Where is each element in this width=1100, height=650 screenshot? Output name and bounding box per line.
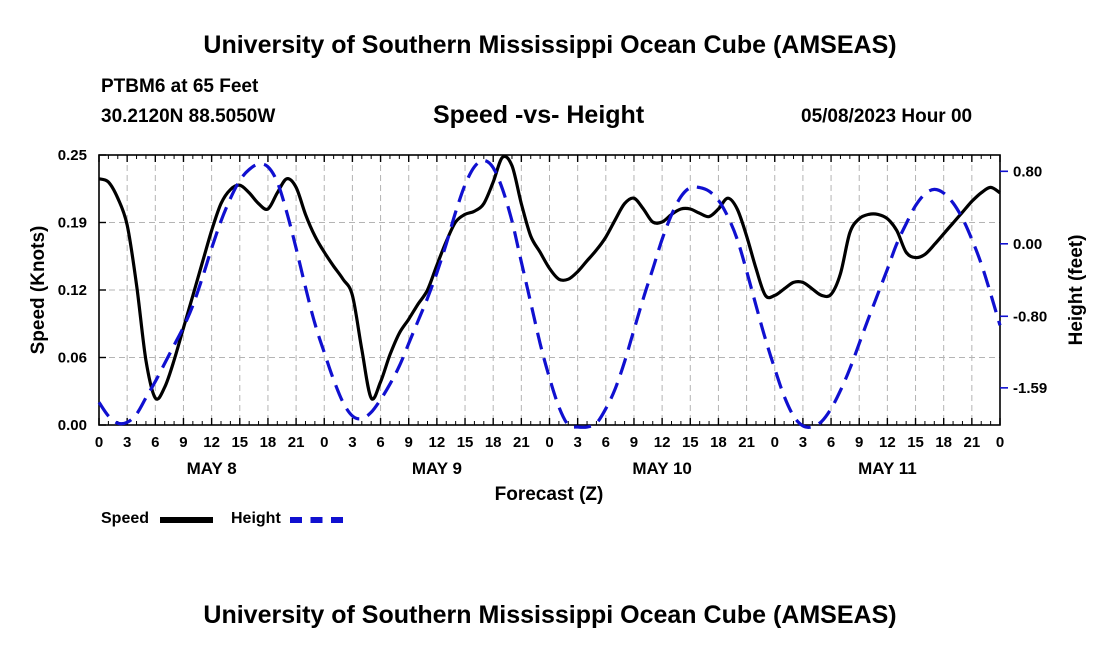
coordinates-label: 30.2120N 88.5050W bbox=[101, 106, 276, 127]
x-tick-label: 18 bbox=[935, 434, 952, 451]
x-tick-label: 6 bbox=[376, 434, 384, 451]
axis-ticks: 0 3 6 9 12 15 18 21 0 3 6 9 12 15 18 21 0 3 6 9 12 15 18 21 0 3 6 9… bbox=[58, 147, 1047, 478]
x-tick-label: 6 bbox=[827, 434, 835, 451]
x-tick-label: 21 bbox=[288, 434, 305, 451]
y2-axis-label: Height (feet) bbox=[1066, 235, 1087, 346]
x-tick-label: 12 bbox=[429, 434, 446, 451]
x-tick-label: 12 bbox=[654, 434, 671, 451]
y2-tick-label: 0.00 bbox=[1013, 236, 1042, 253]
x-tick-label: 6 bbox=[602, 434, 610, 451]
x-tick-label: 0 bbox=[996, 434, 1004, 451]
footer-title: University of Southern Mississippi Ocean… bbox=[203, 601, 897, 629]
x-tick-label: 9 bbox=[855, 434, 863, 451]
speed-series-line bbox=[98, 154, 1001, 401]
x-axis-label: Forecast (Z) bbox=[495, 484, 604, 505]
x-tick-label: 15 bbox=[457, 434, 474, 451]
legend-height-swatch bbox=[290, 517, 343, 523]
height-series-line bbox=[97, 158, 1002, 429]
x-tick-label: 12 bbox=[879, 434, 896, 451]
x-tick-label: 9 bbox=[405, 434, 413, 451]
y-axis-label: Speed (Knots) bbox=[28, 226, 49, 355]
x-tick-label: 9 bbox=[179, 434, 187, 451]
grid bbox=[99, 155, 1000, 425]
x-tick-label: 0 bbox=[545, 434, 553, 451]
x-tick-label: 3 bbox=[573, 434, 581, 451]
y2-tick-label: -0.80 bbox=[1013, 308, 1047, 325]
x-tick-label: 18 bbox=[710, 434, 727, 451]
x-tick-label: 21 bbox=[513, 434, 530, 451]
x-tick-label: 18 bbox=[485, 434, 502, 451]
x-tick-label: 3 bbox=[123, 434, 131, 451]
x-tick-label: 18 bbox=[260, 434, 277, 451]
y-tick-label: 0.00 bbox=[58, 417, 87, 434]
main-title: University of Southern Mississippi Ocean… bbox=[203, 31, 897, 59]
x-tick-label: 9 bbox=[630, 434, 638, 451]
x-day-label: MAY 11 bbox=[858, 459, 917, 478]
x-tick-label: 3 bbox=[348, 434, 356, 451]
y-tick-label: 0.19 bbox=[58, 215, 87, 232]
x-tick-label: 6 bbox=[151, 434, 159, 451]
x-tick-label: 15 bbox=[682, 434, 699, 451]
x-tick-label: 3 bbox=[799, 434, 807, 451]
x-tick-label: 21 bbox=[738, 434, 755, 451]
y-tick-label: 0.12 bbox=[58, 282, 87, 299]
legend-speed-swatch bbox=[160, 517, 213, 523]
x-day-label: MAY 10 bbox=[632, 459, 692, 478]
y-tick-label: 0.25 bbox=[58, 147, 87, 164]
station-label: PTBM6 at 65 Feet bbox=[101, 76, 259, 97]
x-tick-label: 0 bbox=[95, 434, 103, 451]
x-tick-label: 15 bbox=[907, 434, 924, 451]
y2-tick-label: 0.80 bbox=[1013, 163, 1042, 180]
legend-speed-label: Speed bbox=[101, 510, 150, 527]
timestamp-label: 05/08/2023 Hour 00 bbox=[801, 106, 973, 127]
x-day-label: MAY 9 bbox=[412, 459, 462, 478]
x-tick-label: 0 bbox=[320, 434, 328, 451]
x-tick-label: 12 bbox=[203, 434, 220, 451]
x-tick-label: 21 bbox=[964, 434, 981, 451]
y2-tick-label: -1.59 bbox=[1013, 380, 1047, 397]
chart-title: Speed -vs- Height bbox=[433, 101, 645, 129]
x-tick-label: 15 bbox=[231, 434, 248, 451]
legend-height-label: Height bbox=[231, 510, 281, 527]
series-layer bbox=[97, 154, 1002, 429]
y-tick-label: 0.06 bbox=[58, 350, 87, 367]
x-tick-label: 0 bbox=[771, 434, 779, 451]
x-day-label: MAY 8 bbox=[187, 459, 237, 478]
